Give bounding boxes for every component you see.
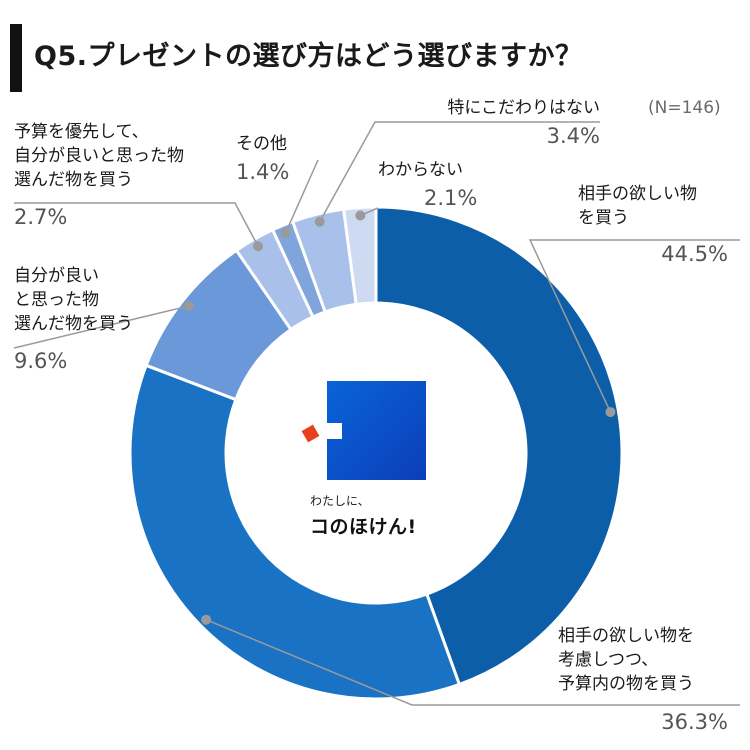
slice-label-line: 相手の欲しい物 — [578, 184, 697, 204]
leader-dot — [201, 614, 212, 625]
slice-label-6: わからない — [378, 158, 463, 182]
slice-value-3: 2.7% — [14, 205, 68, 229]
slice-label-3: 予算を優先して、 自分が良いと思った物 選んだ物を買う — [14, 120, 184, 192]
sample-size-note: (N=146) — [648, 98, 721, 118]
slice-value-5: 3.4% — [546, 124, 600, 148]
slice-label-line: 予算を優先して、 — [14, 122, 149, 142]
leader-line — [319, 121, 600, 223]
slice-value-4: 1.4% — [236, 160, 290, 184]
slice-label-line: を買う — [578, 208, 629, 228]
title-accent-bar — [10, 24, 22, 92]
leader-line — [205, 619, 740, 706]
leader-dot — [280, 227, 291, 238]
chart-title: Q5.プレゼントの選び方はどう選びますか？ — [34, 41, 583, 72]
leader-dot — [314, 216, 325, 227]
leader-dot — [355, 210, 366, 221]
slice-label-line: 自分が良いと思った物 — [14, 146, 184, 166]
slice-label-line: 特にこだわりはない — [447, 98, 600, 118]
slice-label-line: 予算内の物を買う — [558, 674, 694, 694]
slice-label-line: 考慮しつつ、 — [558, 650, 659, 670]
logo-notch — [320, 423, 342, 439]
leader-line — [528, 239, 740, 413]
slice-label-0: 相手の欲しい物 を買う — [578, 182, 697, 230]
slice-label-5: 特にこだわりはない — [392, 96, 600, 120]
slice-value-2: 9.6% — [14, 349, 68, 373]
logo-square — [327, 381, 426, 480]
leader-dot — [605, 407, 616, 418]
slice-label-line: 相手の欲しい物を — [558, 626, 694, 646]
slice-label-line: 選んだ物を買う — [14, 314, 133, 334]
slice-label-line: その他 — [236, 134, 287, 154]
leader-dot — [183, 300, 194, 311]
leader-line — [13, 305, 190, 349]
slice-label-line: 選んだ物を買う — [14, 170, 133, 190]
slice-label-1: 相手の欲しい物を 考慮しつつ、 予算内の物を買う — [558, 624, 694, 696]
leader-line — [284, 159, 319, 234]
leader-lines — [13, 121, 740, 706]
logo-tagline: わたしに、 — [310, 494, 370, 508]
brand-logo — [301, 381, 426, 480]
slice-label-line: と思った物 — [14, 290, 99, 310]
logo-accent — [301, 424, 320, 443]
slice-label-4: その他 — [236, 132, 287, 156]
logo-name: コのほけん! — [310, 516, 417, 538]
slice-label-line: わからない — [378, 160, 463, 180]
slice-label-line: 自分が良い — [14, 266, 99, 286]
slice-value-0: 44.5% — [661, 242, 728, 266]
slice-value-1: 36.3% — [661, 710, 728, 734]
slice-label-2: 自分が良い と思った物 選んだ物を買う — [14, 264, 133, 336]
slice-value-6: 2.1% — [424, 186, 478, 210]
leader-line — [14, 202, 259, 247]
leader-dot — [253, 241, 264, 252]
